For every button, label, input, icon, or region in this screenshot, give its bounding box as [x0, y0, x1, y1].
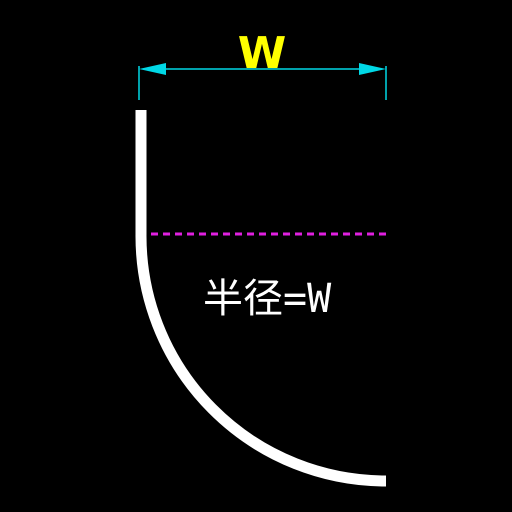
- dimension-label: W: [238, 28, 287, 79]
- radius-curve: [135, 110, 387, 487]
- dimension-arrow-left: [139, 63, 166, 75]
- dimension-arrow-right: [359, 63, 386, 75]
- radius-annotation: 半径=W: [203, 276, 332, 322]
